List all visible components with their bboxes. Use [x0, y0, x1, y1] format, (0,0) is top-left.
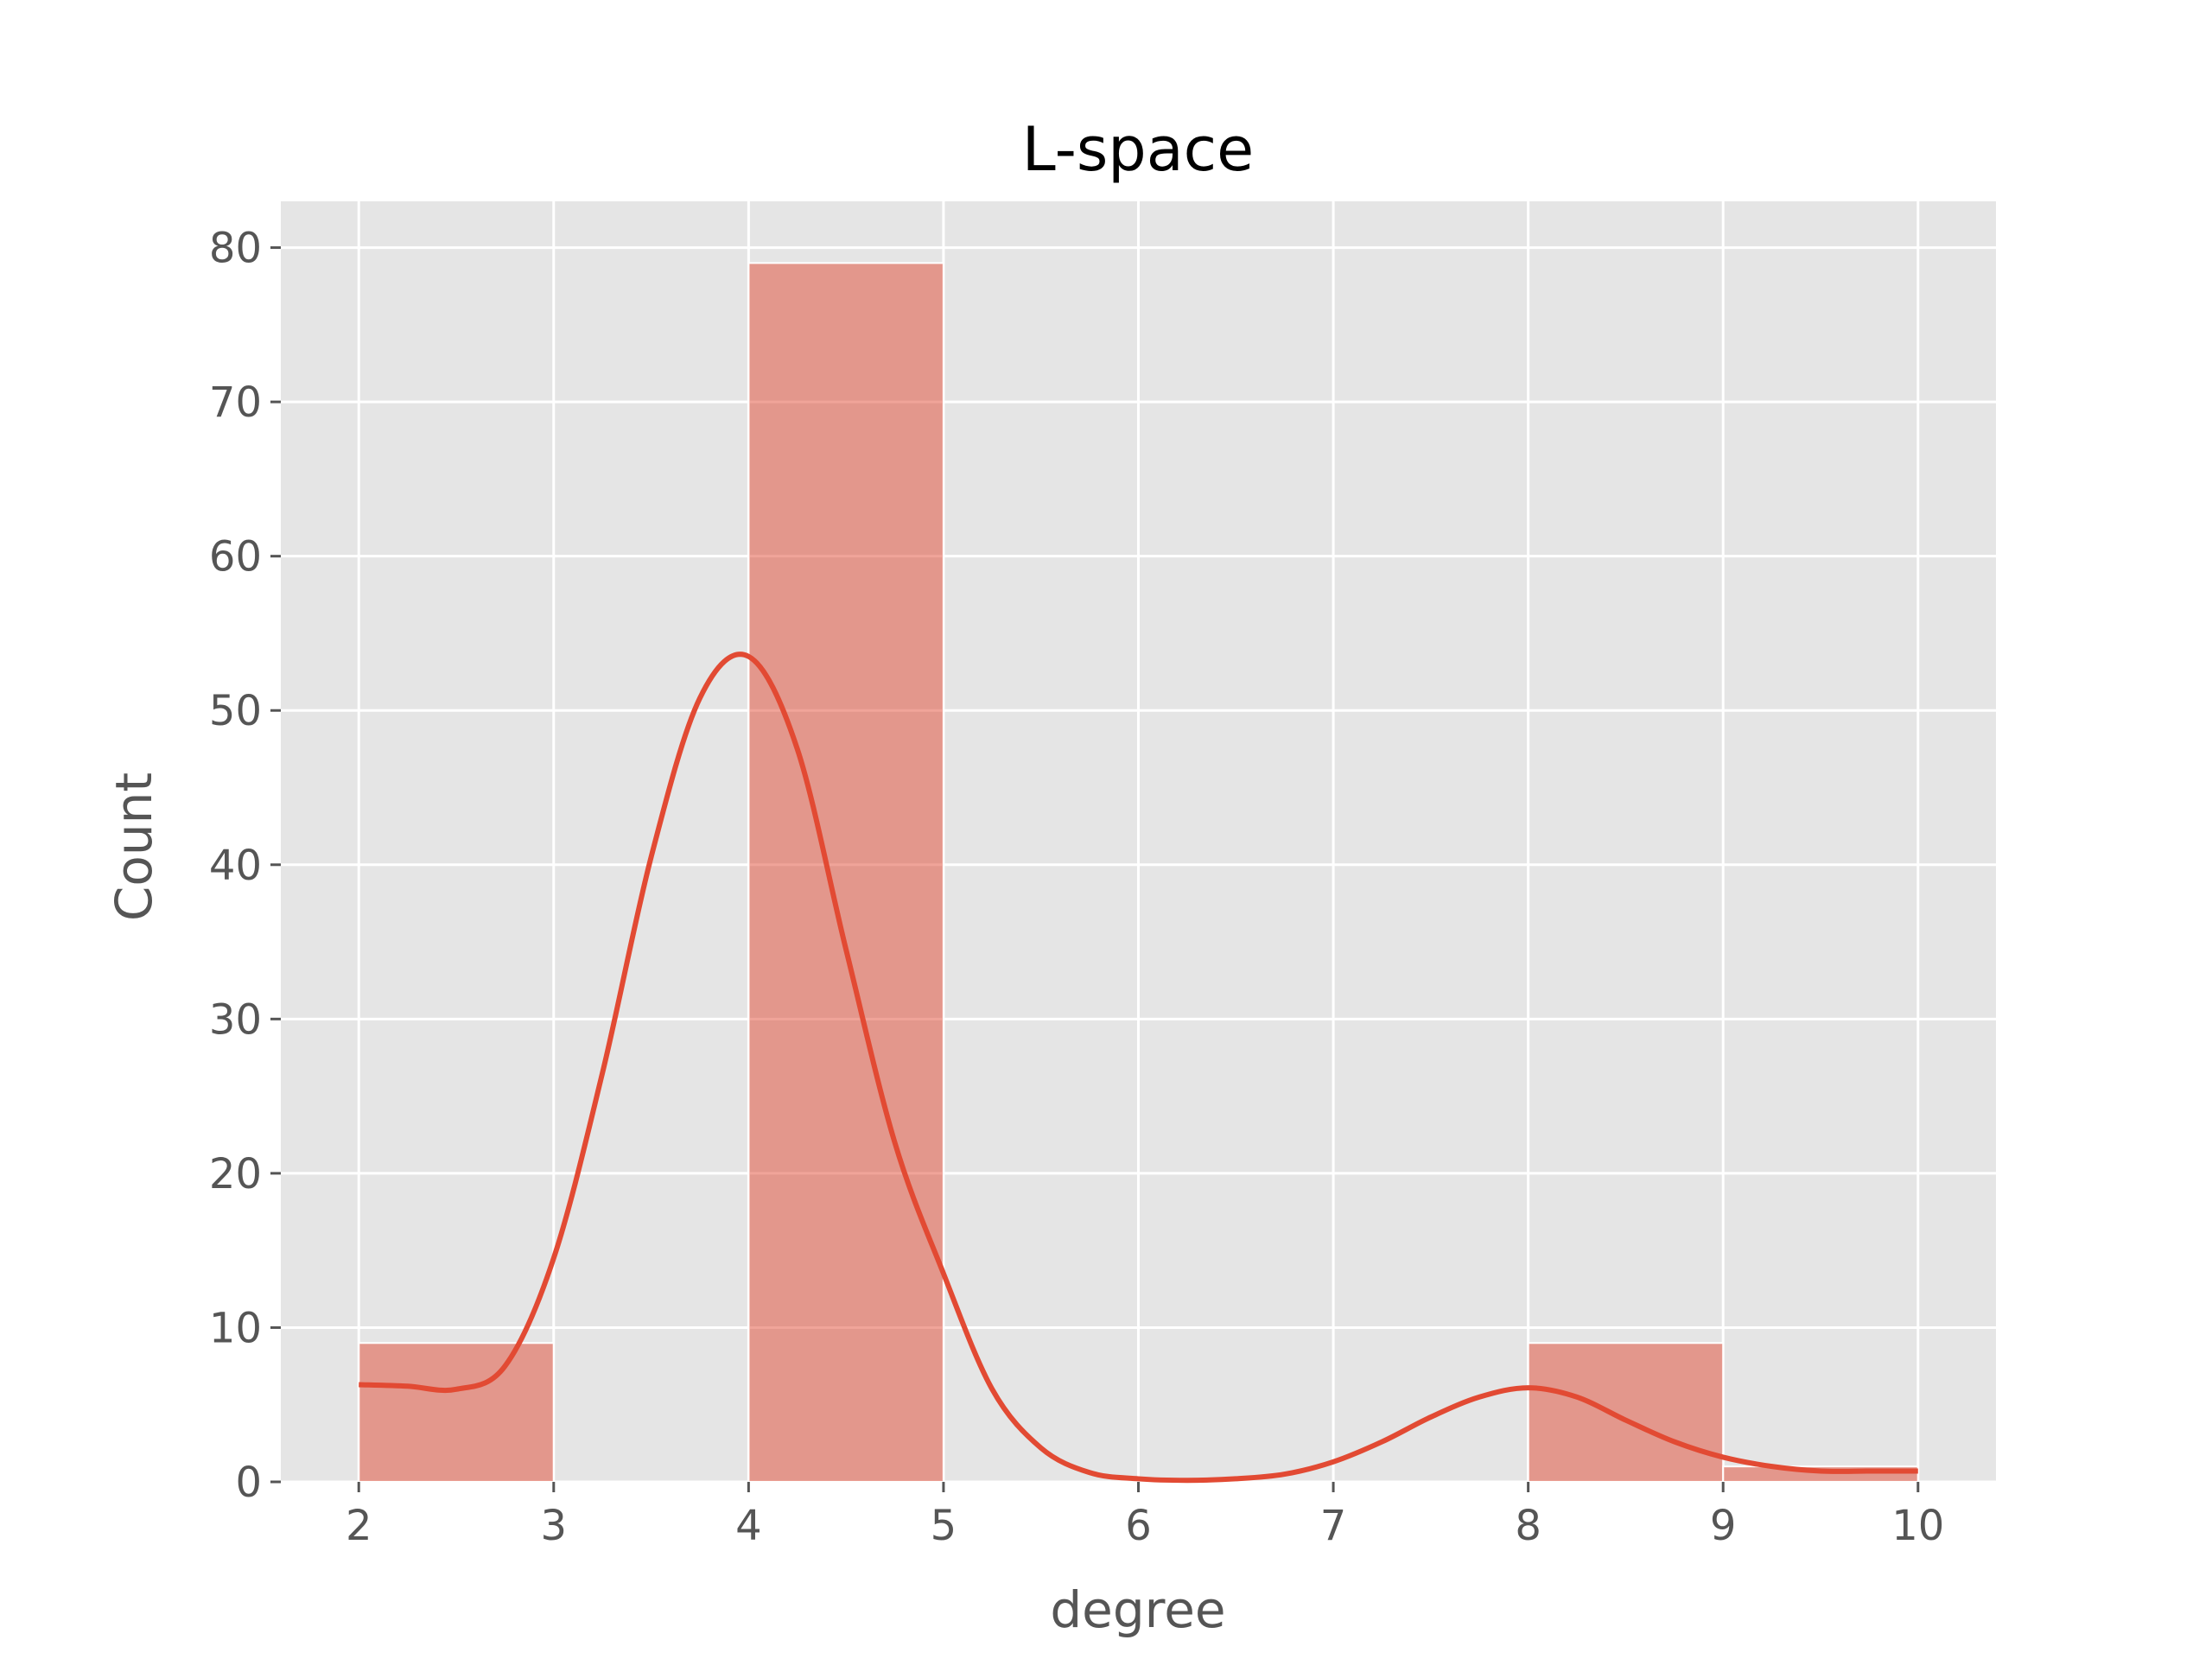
y-tick-label: 60 [209, 533, 262, 582]
x-tick-label: 3 [541, 1502, 568, 1550]
histogram-bar [358, 1342, 555, 1483]
x-tick-label: 7 [1320, 1502, 1347, 1550]
x-tick-label: 2 [346, 1502, 372, 1550]
x-axis-ticks: 2 3 4 5 6 7 8 9 10 [346, 1482, 1944, 1550]
y-axis-ticks: 0 10 20 30 40 50 60 70 80 [209, 225, 281, 1507]
x-tick-label: 10 [1891, 1502, 1944, 1550]
y-tick-label: 30 [209, 995, 262, 1044]
kde-curve [359, 652, 1918, 1484]
x-tick-label: 5 [931, 1502, 957, 1550]
x-axis-label: degree [1050, 1580, 1225, 1639]
x-tick-label: 6 [1125, 1502, 1152, 1550]
x-tick-label: 8 [1515, 1502, 1541, 1550]
x-tick-label: 4 [735, 1502, 762, 1550]
x-tick-label: 9 [1710, 1502, 1737, 1550]
y-tick-label: 50 [209, 687, 262, 735]
y-tick-label: 70 [209, 378, 262, 427]
histogram-bar [747, 262, 944, 1484]
y-tick-label: 80 [209, 225, 262, 273]
histogram-bar [1527, 1342, 1725, 1483]
chart-title: L-space [1022, 114, 1254, 185]
y-tick-label: 40 [209, 842, 262, 890]
y-tick-label: 10 [209, 1304, 262, 1352]
y-tick-label: 0 [235, 1459, 262, 1507]
y-axis-label: Count [105, 772, 163, 921]
grid-lines [281, 201, 1996, 1484]
y-tick-label: 20 [209, 1150, 262, 1198]
